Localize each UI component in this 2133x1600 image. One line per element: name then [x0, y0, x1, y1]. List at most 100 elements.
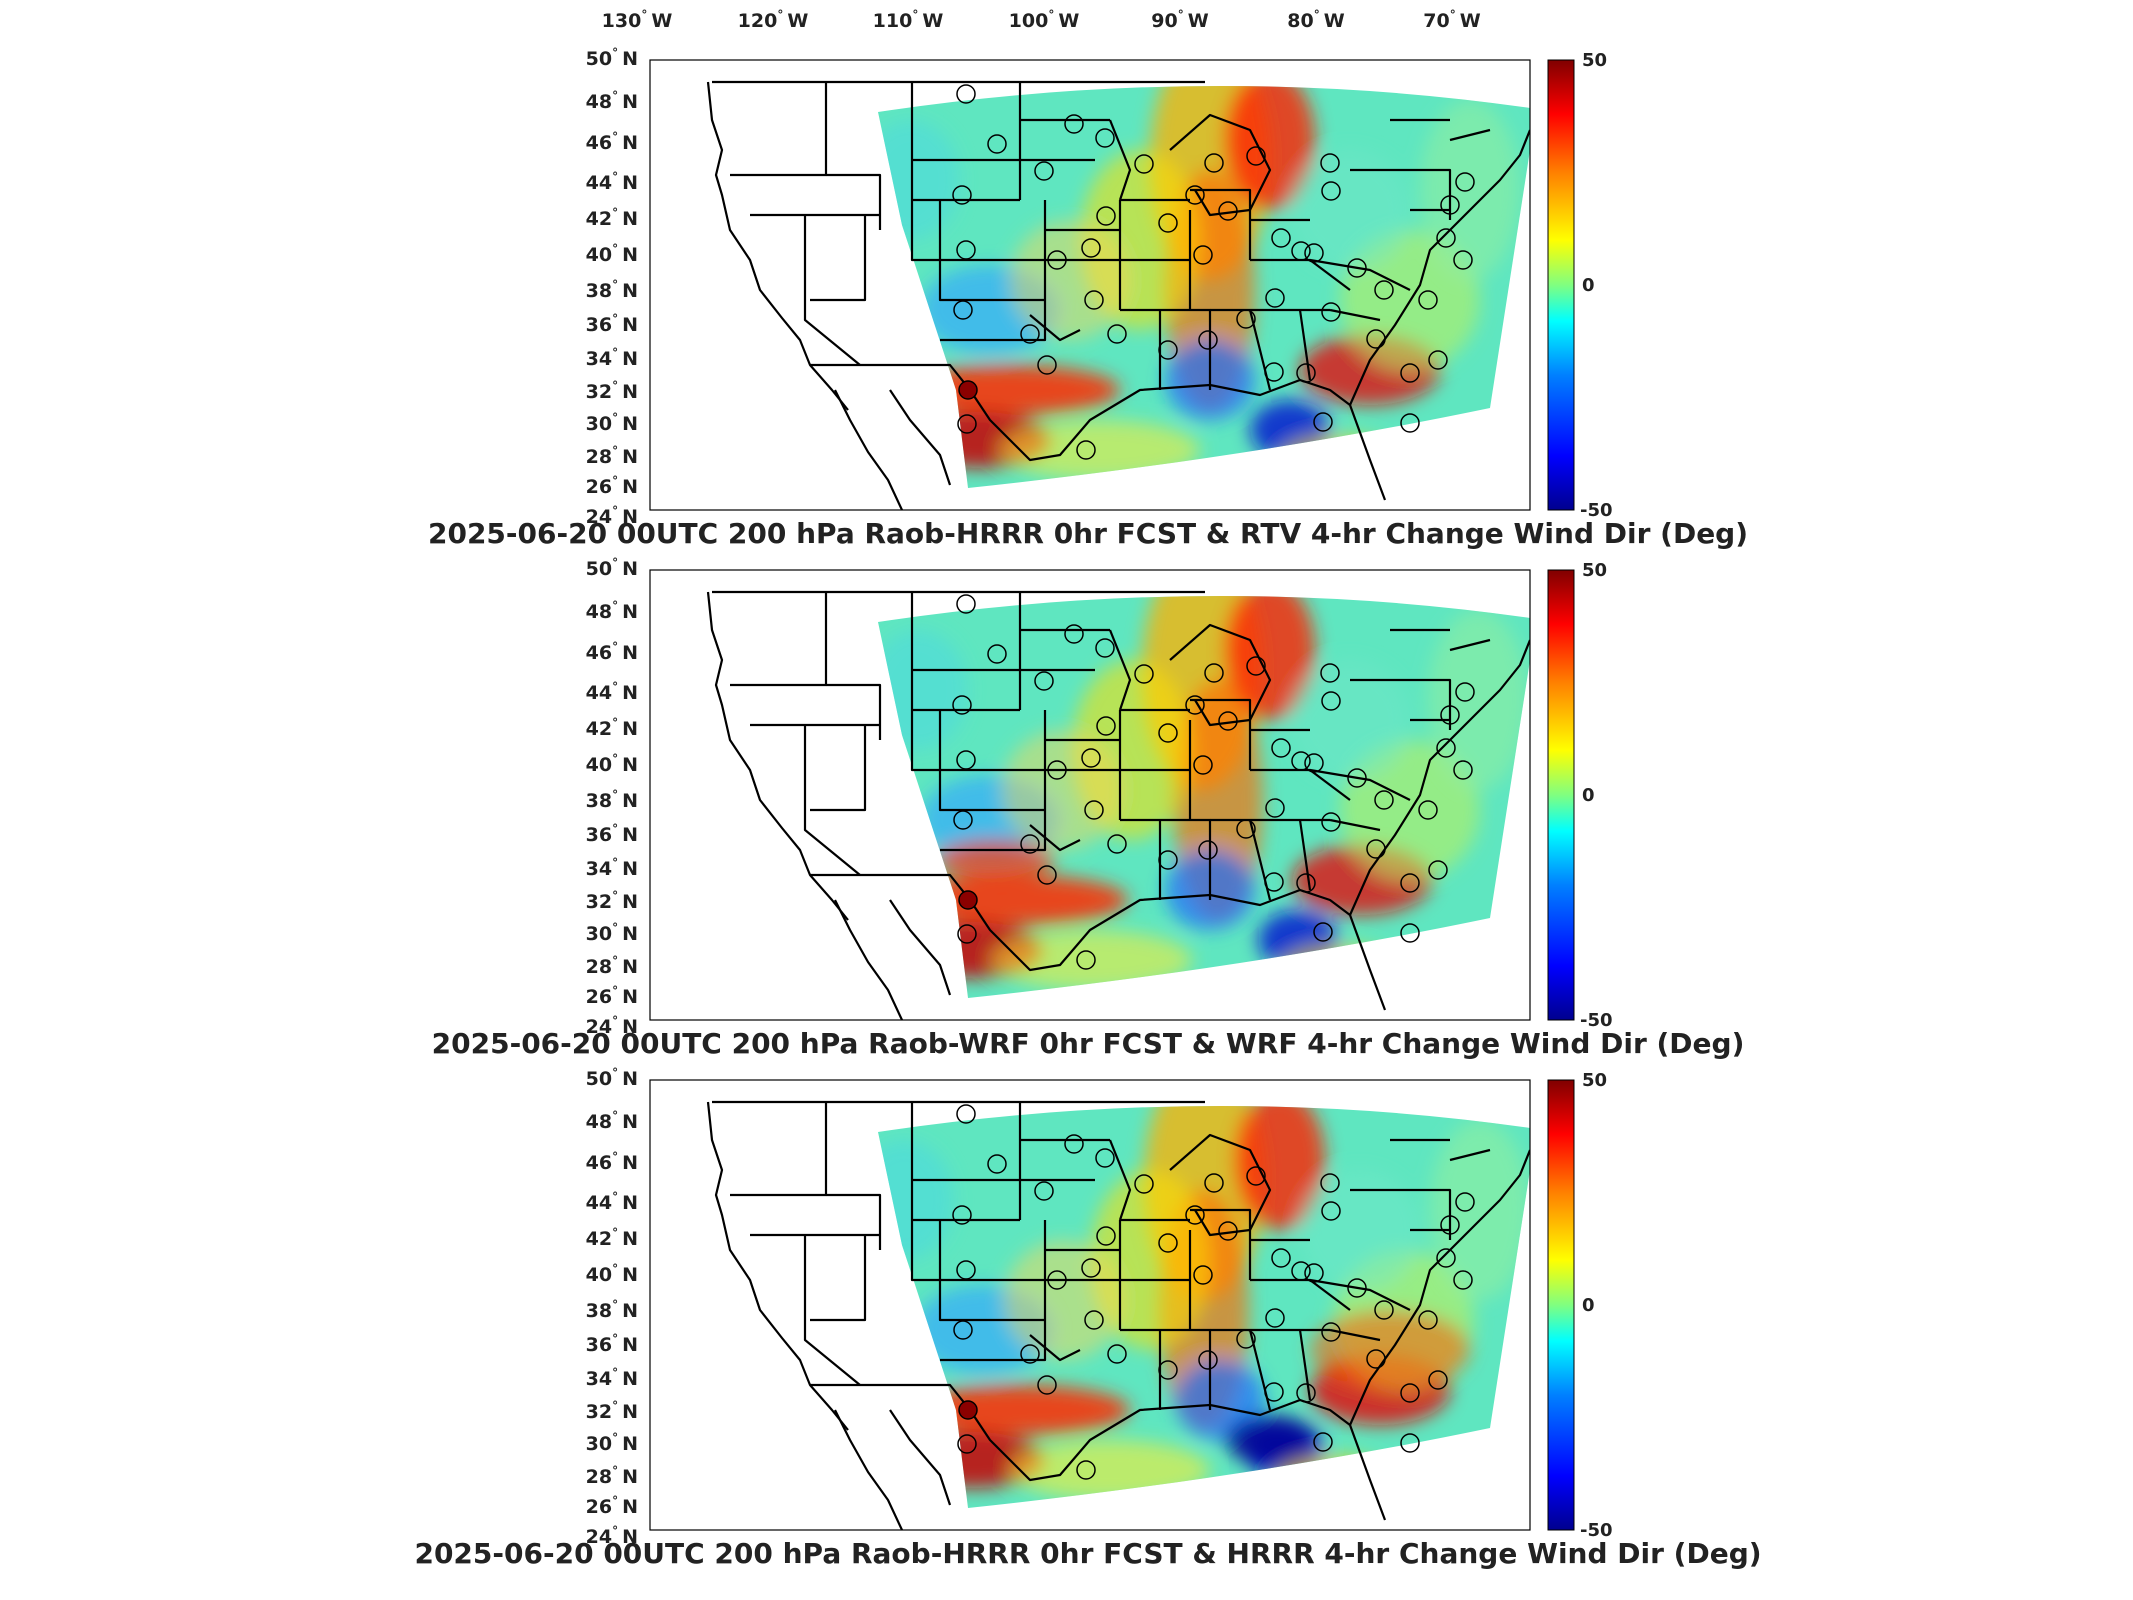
raob-station-marker	[1400, 1433, 1420, 1453]
raob-station-marker	[1428, 1370, 1448, 1390]
panels: 50° N 48° N 46° N 44° N 42° N 40° N 38° N 36° N 34° N 32° N…	[414, 46, 1761, 1570]
raob-station-marker	[1304, 753, 1324, 773]
raob-station-marker	[1400, 413, 1420, 433]
raob-station-marker	[987, 1154, 1007, 1174]
raob-station-marker	[1034, 1181, 1054, 1201]
raob-station-highlight	[958, 380, 978, 400]
colorbar-mid-label: 0	[1582, 785, 1595, 806]
lat-tick-label: 30° N	[586, 411, 638, 435]
lat-tick-label: 40° N	[586, 242, 638, 266]
raob-station-marker	[957, 1434, 977, 1454]
raob-station-marker	[1081, 1258, 1101, 1278]
raob-station-marker	[1096, 1226, 1116, 1246]
raob-station-marker	[953, 810, 973, 830]
raob-station-marker	[1400, 923, 1420, 943]
lat-tick-label: 32° N	[586, 379, 638, 403]
lon-tick-label: 120° W	[738, 8, 809, 32]
raob-station-marker	[1374, 280, 1394, 300]
raob-station-marker	[1271, 228, 1291, 248]
raob-station-marker	[987, 644, 1007, 664]
raob-station-marker	[1204, 1173, 1224, 1193]
lat-tick-label: 26° N	[586, 984, 638, 1008]
raob-station-marker	[1455, 682, 1475, 702]
raob-station-marker	[1453, 760, 1473, 780]
colorbar-mid-label: 0	[1582, 275, 1595, 296]
map-frame	[649, 59, 1531, 511]
raob-station-marker	[1265, 1308, 1285, 1328]
lat-tick-label: 42° N	[586, 1226, 638, 1250]
raob-station-marker	[1440, 1215, 1460, 1235]
colorbar: 50 0 -50	[1547, 50, 1613, 521]
lat-tick-label: 26° N	[586, 1494, 638, 1518]
lat-tick-label: 30° N	[586, 1431, 638, 1455]
raob-station-marker	[1185, 1205, 1205, 1225]
raob-station-marker	[1366, 1349, 1386, 1369]
raob-station-marker	[1193, 755, 1213, 775]
lat-tick-label: 44° N	[586, 170, 638, 194]
raob-station-marker	[1236, 819, 1256, 839]
raob-station-highlight	[958, 1400, 978, 1420]
lat-tick-label: 26° N	[586, 474, 638, 498]
raob-stations	[952, 84, 1475, 460]
colorbar: 50 0 -50	[1547, 560, 1613, 1031]
lon-tick-label: 70° W	[1423, 8, 1480, 32]
map-panel-hrrr: 50° N 48° N 46° N 44° N 42° N 40° N 38° N 36° N 34° N 32° N…	[414, 1066, 1761, 1570]
top-axis: 130° W 120° W 110° W 100° W 90° W 80° W 70° W	[602, 8, 1481, 32]
raob-station-marker	[1246, 656, 1266, 676]
lat-tick-label: 50° N	[586, 46, 638, 70]
raob-station-marker	[1047, 250, 1067, 270]
raob-station-marker	[957, 414, 977, 434]
raob-station-marker	[1320, 663, 1340, 683]
raob-stations	[952, 594, 1475, 970]
colorbar-min-label: -50	[1580, 500, 1613, 521]
raob-station-marker	[987, 134, 1007, 154]
raob-station-highlight	[958, 890, 978, 910]
lat-tick-label: 42° N	[586, 206, 638, 230]
lat-tick-label: 48° N	[586, 89, 638, 113]
raob-station-marker	[1081, 238, 1101, 258]
lat-tick-label: 34° N	[586, 346, 638, 370]
lat-tick-label: 32° N	[586, 889, 638, 913]
raob-station-marker	[1020, 834, 1040, 854]
lon-tick-label: 110° W	[873, 8, 944, 32]
raob-station-marker	[1037, 1375, 1057, 1395]
lat-tick-label: 34° N	[586, 1366, 638, 1390]
raob-station-marker	[1047, 1270, 1067, 1290]
raob-station-marker	[1204, 153, 1224, 173]
raob-station-marker	[952, 695, 972, 715]
colorbar-min-label: -50	[1580, 1520, 1613, 1541]
raob-station-marker	[1271, 1248, 1291, 1268]
raob-station-marker	[1320, 1173, 1340, 1193]
lat-tick-label: 34° N	[586, 856, 638, 880]
state-borders	[706, 80, 1530, 510]
raob-station-marker	[1347, 1278, 1367, 1298]
panel-title: 2025-06-20 00UTC 200 hPa Raob-HRRR 0hr F…	[414, 1537, 1761, 1570]
raob-station-marker	[1374, 1300, 1394, 1320]
lat-tick-label: 44° N	[586, 1190, 638, 1214]
lat-tick-label: 24° N	[586, 1014, 638, 1038]
raob-station-marker	[1095, 638, 1115, 658]
lat-tick-label: 40° N	[586, 752, 638, 776]
lat-tick-label: 44° N	[586, 680, 638, 704]
raob-station-marker	[1198, 330, 1218, 350]
raob-station-marker	[1107, 1344, 1127, 1364]
raob-station-marker	[1246, 1166, 1266, 1186]
panel-title: 2025-06-20 00UTC 200 hPa Raob-WRF 0hr FC…	[432, 1027, 1745, 1060]
raob-station-marker	[1037, 865, 1057, 885]
raob-station-marker	[1313, 412, 1333, 432]
raob-station-marker	[1374, 790, 1394, 810]
raob-station-marker	[1158, 850, 1178, 870]
raob-station-marker	[952, 185, 972, 205]
raob-station-marker	[1134, 154, 1154, 174]
raob-station-marker	[1320, 153, 1340, 173]
raob-station-marker	[1436, 228, 1456, 248]
raob-station-marker	[1158, 1360, 1178, 1380]
raob-station-marker	[1296, 363, 1316, 383]
colorbar-mid-label: 0	[1582, 1295, 1595, 1316]
raob-station-marker	[1428, 860, 1448, 880]
raob-station-marker	[1218, 201, 1238, 221]
raob-station-marker	[1291, 1261, 1311, 1281]
raob-station-marker	[1158, 1233, 1178, 1253]
raob-station-marker	[1076, 440, 1096, 460]
raob-station-marker	[1347, 768, 1367, 788]
